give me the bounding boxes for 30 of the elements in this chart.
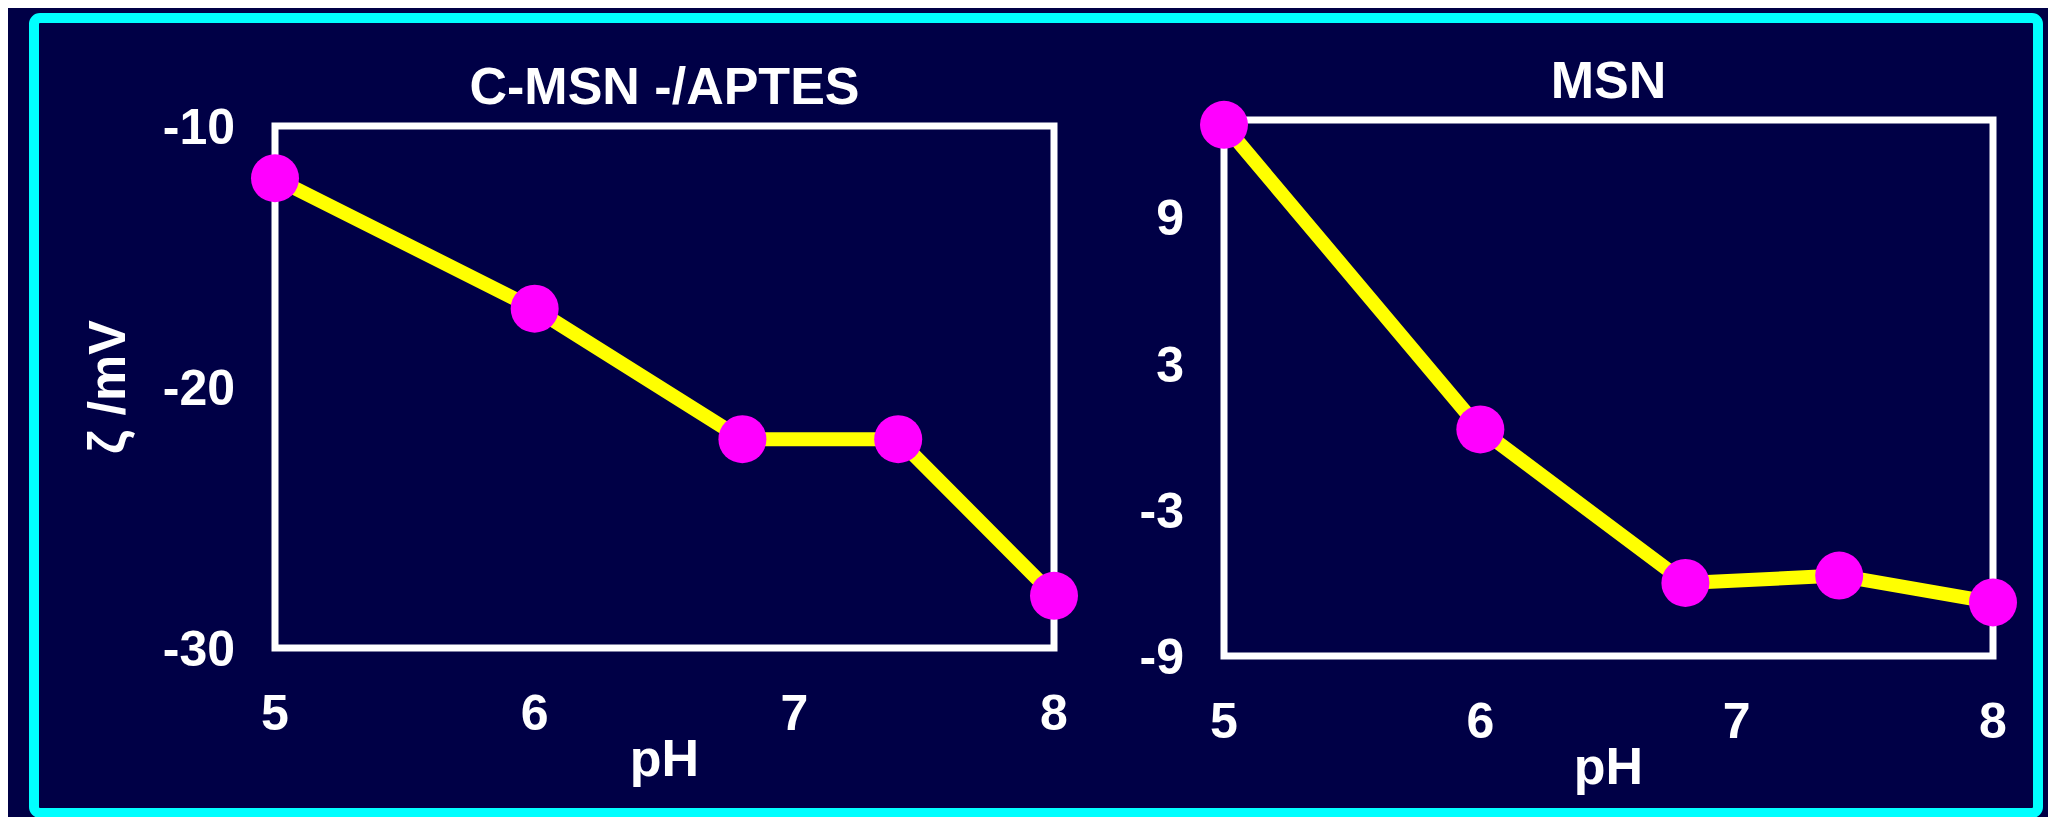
x-tick-label: 6 xyxy=(520,685,549,741)
point xyxy=(1815,551,1864,600)
chart-title: C-MSN -/APTES xyxy=(469,57,860,115)
x-tick-label: 8 xyxy=(1040,685,1068,741)
y-tick-label: -30 xyxy=(162,621,235,677)
x-tick-label: 7 xyxy=(780,685,809,741)
y-tick-label: -9 xyxy=(1139,629,1184,685)
x-axis-title: pH xyxy=(1573,737,1644,795)
y-tick-label: -20 xyxy=(162,360,235,416)
point xyxy=(718,415,767,464)
x-tick-label: 8 xyxy=(1979,693,2007,749)
point xyxy=(874,415,923,464)
y-tick-label: 3 xyxy=(1156,336,1184,393)
point xyxy=(1200,100,1248,149)
x-tick-label: 5 xyxy=(261,685,289,741)
point xyxy=(1030,571,1078,620)
y-axis-title: ζ /mV xyxy=(78,319,136,454)
x-tick-label: 5 xyxy=(1210,693,1238,749)
y-tick-label: -3 xyxy=(1139,482,1184,539)
point xyxy=(1661,558,1710,607)
point xyxy=(1456,405,1505,454)
x-tick-label: 6 xyxy=(1466,693,1495,749)
y-tick-label: 9 xyxy=(1156,190,1184,247)
chart-title: MSN xyxy=(1550,51,1667,109)
x-tick-label: 7 xyxy=(1722,693,1751,749)
y-tick-label: -10 xyxy=(162,99,235,155)
point xyxy=(510,284,559,333)
point xyxy=(251,154,299,203)
x-axis-title: pH xyxy=(629,729,700,787)
point xyxy=(1969,578,2017,627)
